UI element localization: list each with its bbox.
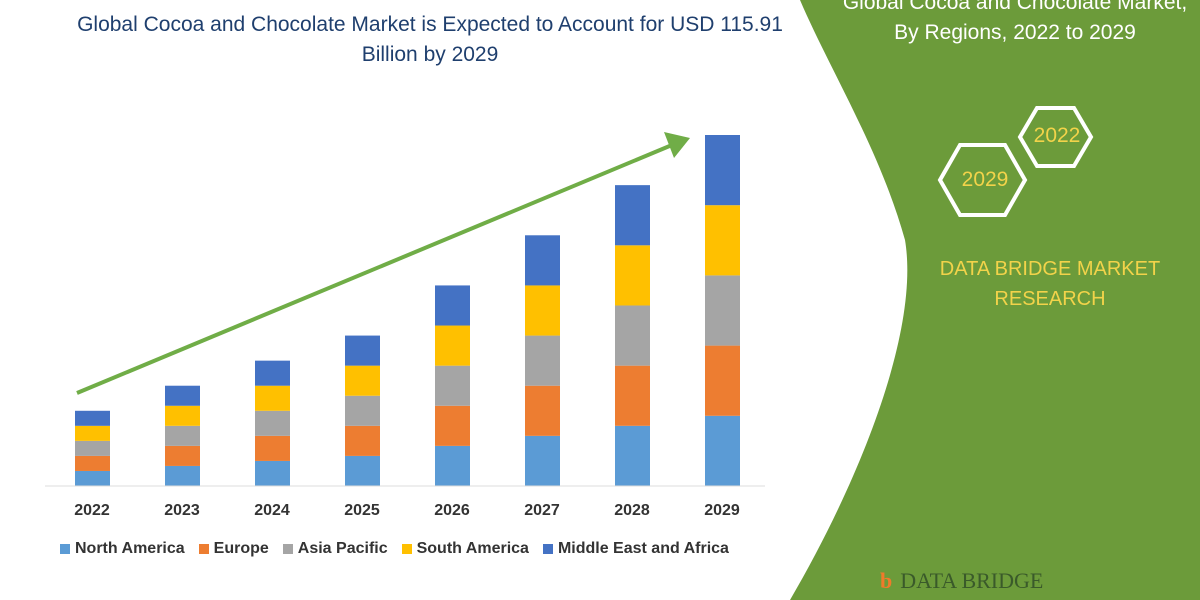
bar-segment-2024-europe (255, 435, 290, 461)
bar-segment-2023-europe (165, 445, 200, 466)
bar-segment-2027-south-america (525, 285, 560, 336)
bar-segment-2026-asia-pacific (435, 365, 470, 406)
bar-segment-2025-middle-east-and-africa (345, 335, 380, 366)
stacked-bar-chart (45, 135, 765, 487)
bar-segment-2022-europe (75, 455, 110, 471)
brand-text: DATA BRIDGE MARKET RESEARCH (939, 258, 1161, 310)
bar-segment-2023-asia-pacific (165, 425, 200, 446)
logo: b DATA BRIDGE (880, 568, 1043, 594)
bar-segment-2028-north-america (615, 425, 650, 486)
logo-mark-icon: b (880, 568, 893, 593)
hex-label-2022: 2022 (1033, 124, 1081, 147)
legend-item: South America (401, 540, 529, 558)
x-tick-label: 2023 (164, 502, 200, 519)
bar-segment-2022-north-america (75, 470, 110, 486)
legend-swatch (60, 544, 70, 554)
bar-segment-2024-north-america (255, 460, 290, 486)
bar-segment-2023-south-america (165, 405, 200, 426)
legend-item: Asia Pacific (282, 540, 388, 558)
hexagon-2029 (937, 143, 1028, 217)
legend-label: Europe (213, 540, 269, 557)
legend-swatch (542, 544, 553, 554)
bar-segment-2029-north-america (705, 415, 740, 486)
bar-segment-2024-asia-pacific (255, 410, 290, 436)
hexagon-2022 (1017, 106, 1094, 168)
x-tick-label: 2024 (254, 502, 290, 519)
x-tick-label: 2029 (704, 502, 740, 519)
legend-swatch (198, 544, 209, 554)
legend-item: Middle East and Africa (542, 540, 729, 558)
bar-segment-2027-middle-east-and-africa (525, 235, 560, 286)
bar-segment-2029-asia-pacific (705, 275, 740, 346)
bar-segment-2026-south-america (435, 325, 470, 366)
bar-segment-2026-north-america (435, 445, 470, 486)
x-tick-label: 2027 (524, 502, 560, 519)
trend-arrow (76, 143, 673, 395)
bar-segment-2028-south-america (615, 245, 650, 306)
hex-label-2029: 2029 (961, 168, 1009, 191)
bar-segment-2025-south-america (345, 365, 380, 396)
bar-segment-2029-europe (705, 345, 740, 416)
legend-label: Middle East and Africa (557, 540, 729, 557)
x-tick-label: 2028 (614, 502, 650, 519)
bar-segment-2026-middle-east-and-africa (435, 285, 470, 326)
x-tick-label: 2022 (74, 502, 110, 519)
bar-segment-2023-north-america (165, 465, 200, 486)
panel-title: Global Cocoa and Chocolate Market, By Re… (842, 0, 1188, 44)
bar-segment-2027-asia-pacific (525, 335, 560, 386)
chart-title: Global Cocoa and Chocolate Market is Exp… (77, 13, 783, 66)
x-tick-label: 2026 (434, 502, 470, 519)
bar-segment-2025-north-america (345, 455, 380, 486)
bar-segment-2028-asia-pacific (615, 305, 650, 366)
legend: North America Europe Asia Pacific South Ame… (60, 540, 729, 558)
legend-label: Asia Pacific (297, 540, 388, 557)
bar-segment-2022-middle-east-and-africa (75, 410, 110, 426)
legend-swatch (401, 544, 412, 554)
bar-segment-2026-europe (435, 405, 470, 446)
bar-segment-2028-middle-east-and-africa (615, 185, 650, 246)
legend-label: North America (75, 540, 185, 557)
bar-segment-2029-south-america (705, 205, 740, 276)
legend-item: North America (60, 540, 185, 558)
x-tick-label: 2025 (344, 502, 380, 519)
bar-segment-2024-middle-east-and-africa (255, 360, 290, 386)
bar-segment-2023-middle-east-and-africa (165, 385, 200, 406)
bar-segment-2022-south-america (75, 425, 110, 441)
bar-segment-2025-asia-pacific (345, 395, 380, 426)
bar-segment-2027-europe (525, 385, 560, 436)
bar-segment-2029-middle-east-and-africa (705, 135, 740, 206)
legend-label: South America (416, 540, 529, 557)
bar-segment-2022-asia-pacific (75, 440, 110, 456)
legend-swatch (282, 544, 293, 554)
bar-segment-2027-north-america (525, 435, 560, 486)
logo-text: DATA BRIDGE (900, 568, 1044, 593)
trend-arrow-head (664, 132, 690, 158)
bar-segment-2028-europe (615, 365, 650, 426)
bar-segment-2024-south-america (255, 385, 290, 411)
legend-item: Europe (198, 540, 269, 558)
bar-segment-2025-europe (345, 425, 380, 456)
